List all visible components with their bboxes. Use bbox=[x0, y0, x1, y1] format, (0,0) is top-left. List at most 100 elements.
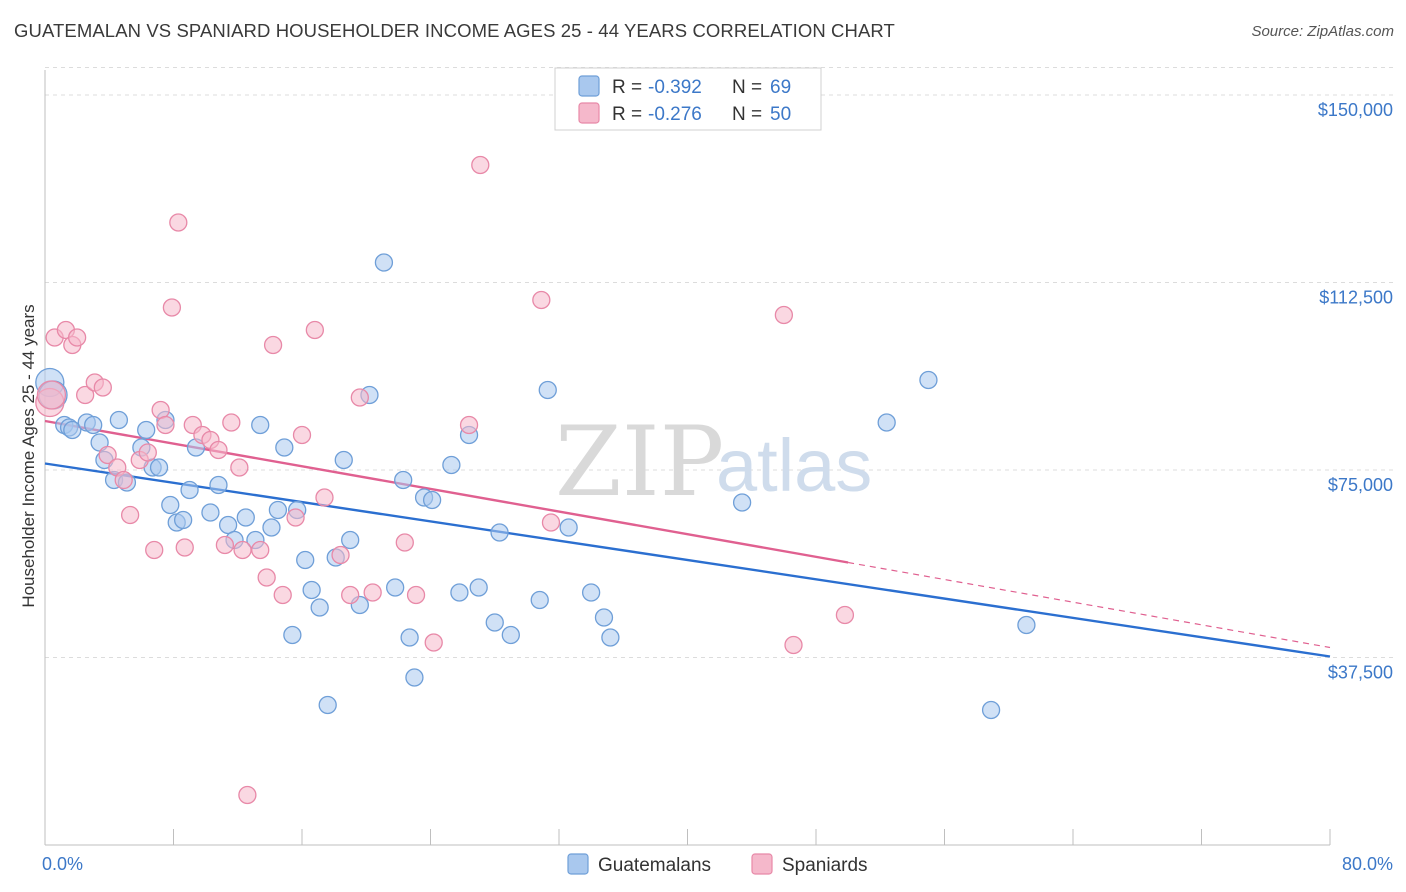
legend-n-value-1: 69 bbox=[770, 77, 791, 98]
point-spaniards-24 bbox=[209, 440, 228, 460]
watermark-zip: ZIP bbox=[555, 406, 724, 518]
point-guatemalans-56 bbox=[501, 625, 520, 645]
point-spaniards-1 bbox=[36, 380, 67, 410]
point-spaniards-17 bbox=[156, 415, 175, 435]
point-guatemalans-6 bbox=[84, 415, 103, 435]
point-spaniards-20 bbox=[175, 538, 194, 557]
point-spaniards-42 bbox=[395, 533, 414, 552]
point-spaniards-28 bbox=[233, 540, 252, 560]
point-spaniards-34 bbox=[286, 508, 305, 527]
point-guatemalans-47 bbox=[405, 668, 424, 687]
point-spaniards-27 bbox=[230, 458, 249, 477]
point-guatemalans-58 bbox=[538, 380, 557, 400]
point-guatemalans-23 bbox=[209, 475, 228, 495]
point-spaniards-44 bbox=[424, 633, 443, 652]
point-guatemalans-46 bbox=[400, 628, 419, 647]
bottom-legend-swatch-guatemalans bbox=[567, 853, 589, 875]
point-spaniards-19 bbox=[169, 213, 188, 232]
bottom-legend-swatch-spaniards bbox=[751, 853, 773, 875]
trendline-spaniards-extension bbox=[848, 561, 1331, 649]
point-guatemalans-35 bbox=[302, 580, 321, 600]
legend-swatch-spaniards bbox=[578, 102, 600, 124]
point-guatemalans-20 bbox=[180, 480, 199, 500]
legend-r-value-2: -0.276 bbox=[648, 104, 702, 125]
point-guatemalans-40 bbox=[341, 530, 360, 550]
point-guatemalans-67 bbox=[1017, 615, 1036, 635]
point-guatemalans-30 bbox=[268, 500, 288, 520]
bottom-legend-guatemalans: Guatemalans bbox=[598, 855, 711, 876]
point-spaniards-40 bbox=[350, 388, 369, 407]
point-guatemalans-62 bbox=[601, 628, 620, 647]
point-spaniards-41 bbox=[363, 583, 382, 602]
point-guatemalans-65 bbox=[919, 370, 938, 390]
legend-swatch-guatemalans bbox=[578, 75, 600, 97]
watermark: ZIP atlas bbox=[555, 406, 872, 518]
point-spaniards-50 bbox=[784, 635, 803, 655]
point-spaniards-8 bbox=[93, 378, 112, 397]
x-tick-label-0: 0.0% bbox=[42, 854, 83, 874]
watermark-atlas: atlas bbox=[716, 424, 872, 507]
point-guatemalans-15 bbox=[149, 458, 169, 477]
point-guatemalans-36 bbox=[310, 598, 329, 617]
point-guatemalans-37 bbox=[318, 695, 337, 715]
point-guatemalans-61 bbox=[594, 608, 614, 627]
point-spaniards-51 bbox=[835, 605, 855, 625]
point-guatemalans-13 bbox=[137, 420, 156, 440]
axis-layer: $37,500 $75,000 $112,500 $150,000 0.0% 80.0% bbox=[42, 70, 1393, 874]
y-tick-label-2: $112,500 bbox=[1319, 288, 1393, 308]
point-guatemalans-4 bbox=[63, 420, 82, 440]
point-guatemalans-32 bbox=[283, 625, 302, 645]
y-tick-label-1: $75,000 bbox=[1328, 475, 1393, 495]
point-guatemalans-53 bbox=[469, 578, 488, 597]
legend-r-label-2: R = bbox=[612, 104, 642, 125]
point-spaniards-29 bbox=[238, 785, 257, 805]
point-spaniards-39 bbox=[341, 585, 360, 605]
legend-n-label-1: N = bbox=[732, 77, 762, 98]
point-spaniards-11 bbox=[114, 470, 133, 490]
trendline-guatemalans bbox=[44, 462, 1331, 658]
point-spaniards-26 bbox=[222, 413, 241, 432]
point-spaniards-45 bbox=[459, 415, 479, 435]
point-spaniards-5 bbox=[67, 328, 87, 347]
bottom-legend-spaniards: Spaniards bbox=[782, 855, 868, 876]
trend-layer bbox=[44, 419, 1331, 658]
point-guatemalans-59 bbox=[559, 518, 578, 537]
point-spaniards-49 bbox=[774, 305, 794, 325]
point-guatemalans-22 bbox=[201, 503, 220, 522]
x-tick-label-1: 80.0% bbox=[1342, 854, 1393, 874]
point-spaniards-12 bbox=[120, 505, 140, 525]
point-guatemalans-29 bbox=[262, 518, 281, 537]
point-spaniards-35 bbox=[292, 425, 312, 445]
point-spaniards-18 bbox=[162, 298, 182, 317]
point-guatemalans-31 bbox=[275, 438, 294, 457]
point-guatemalans-28 bbox=[251, 415, 270, 435]
legend-r-value-1: -0.392 bbox=[648, 77, 702, 98]
point-guatemalans-63 bbox=[732, 493, 752, 512]
y-tick-label-3: $150,000 bbox=[1318, 100, 1393, 120]
point-guatemalans-34 bbox=[296, 550, 315, 570]
source-credit: Source: ZipAtlas.com bbox=[1251, 23, 1394, 40]
point-guatemalans-49 bbox=[422, 490, 442, 510]
point-guatemalans-43 bbox=[374, 253, 394, 272]
legend-n-value-2: 50 bbox=[770, 104, 791, 125]
point-spaniards-14 bbox=[138, 443, 157, 462]
legend-n-label-2: N = bbox=[732, 104, 762, 125]
chart-title: GUATEMALAN VS SPANIARD HOUSEHOLDER INCOM… bbox=[14, 20, 895, 41]
point-guatemalans-17 bbox=[161, 495, 180, 515]
grid-layer bbox=[45, 67, 1395, 658]
point-spaniards-47 bbox=[532, 290, 551, 310]
point-guatemalans-10 bbox=[109, 410, 129, 430]
point-guatemalans-54 bbox=[485, 613, 504, 632]
points-layer bbox=[35, 155, 1036, 805]
point-guatemalans-51 bbox=[450, 583, 469, 602]
point-guatemalans-50 bbox=[442, 455, 461, 475]
legend-r-label-1: R = bbox=[612, 77, 642, 98]
point-spaniards-37 bbox=[315, 488, 334, 507]
point-spaniards-36 bbox=[305, 320, 325, 340]
point-guatemalans-64 bbox=[877, 413, 896, 432]
point-spaniards-31 bbox=[257, 568, 276, 587]
y-tick-label-0: $37,500 bbox=[1328, 663, 1393, 683]
correlation-legend: R = -0.392 N = 69 R = -0.276 N = 50 bbox=[554, 67, 822, 131]
point-guatemalans-44 bbox=[386, 578, 405, 597]
